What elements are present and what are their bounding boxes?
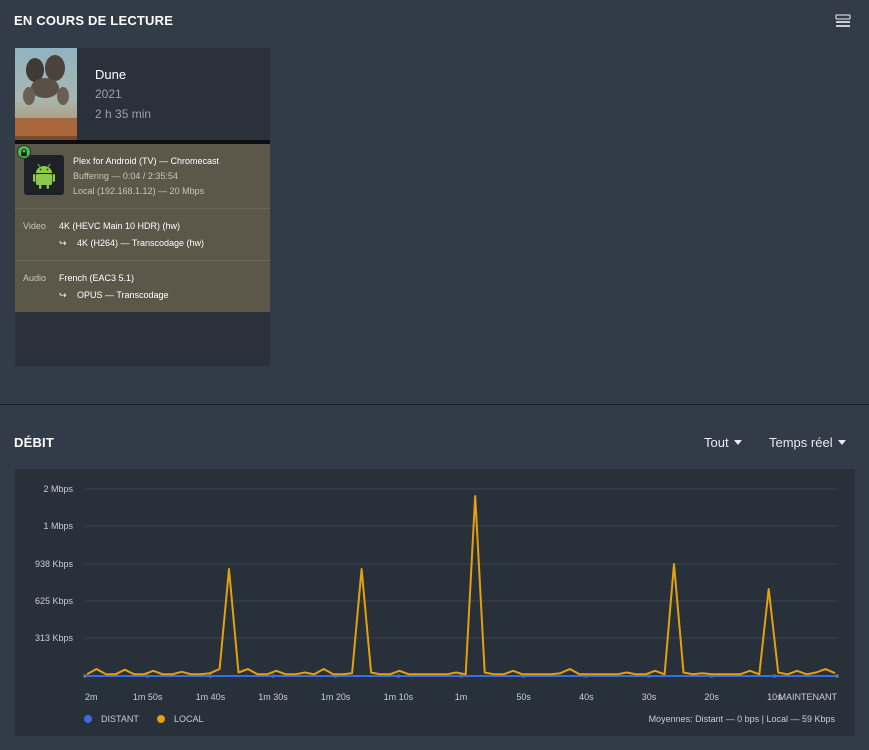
media-info[interactable]: Dune 2021 2 h 35 min: [15, 48, 270, 140]
filter-dropdown-label: Tout: [704, 435, 729, 450]
bandwidth-chart[interactable]: 2 Mbps 1 Mbps 938 Kbps 625 Kbps 313 Kbps 2m 1m…: [15, 469, 855, 736]
x-tick-label: 1m 50s: [133, 692, 163, 702]
x-tick-mark: [835, 674, 839, 678]
player-info: Plex for Android (TV) — Chromecast Buffe…: [15, 144, 270, 208]
android-icon: [24, 155, 64, 195]
x-tick-label: 10s: [767, 692, 782, 702]
movie-poster[interactable]: [15, 48, 77, 140]
list-view-icon[interactable]: [835, 13, 851, 29]
video-target: 4K (H264) — Transcodage (hw): [77, 238, 205, 248]
x-tick-label: MAINTENANT: [779, 692, 838, 702]
range-dropdown-label: Temps réel: [769, 435, 833, 450]
audio-label: Audio: [23, 273, 47, 283]
legend-label-local: LOCAL: [174, 714, 204, 724]
bandwidth-chart-svg: 2 Mbps 1 Mbps 938 Kbps 625 Kbps 313 Kbps 2m 1m…: [35, 484, 839, 724]
x-tick-label: 50s: [516, 692, 531, 702]
series-line-local: [86, 495, 836, 676]
movie-title: Dune: [95, 67, 127, 82]
legend-label-distant: DISTANT: [101, 714, 139, 724]
y-tick-label: 1 Mbps: [43, 521, 73, 531]
player-state: Buffering — 0:04 / 2:35:54: [73, 171, 178, 181]
section-divider: [0, 404, 869, 405]
audio-stream-info: Audio French (EAC3 5.1) ↪ OPUS — Transco…: [15, 260, 270, 312]
video-transcode-arrow: ↪: [59, 238, 67, 248]
y-tick-label: 938 Kbps: [35, 559, 74, 569]
x-tick-label: 1m 10s: [384, 692, 414, 702]
lock-icon: [17, 145, 31, 159]
x-tick-label: 30s: [642, 692, 657, 702]
x-tick-label: 1m 30s: [258, 692, 288, 702]
bandwidth-title: DÉBIT: [14, 435, 54, 450]
audio-source: French (EAC3 5.1): [59, 273, 135, 283]
audio-target: OPUS — Transcodage: [77, 290, 169, 300]
audio-transcode-arrow: ↪: [59, 290, 67, 300]
now-playing-title: EN COURS DE LECTURE: [14, 13, 174, 28]
now-playing-card[interactable]: Dune 2021 2 h 35 min P: [15, 48, 270, 366]
y-tick-label: 2 Mbps: [43, 484, 73, 494]
x-tick-label: 2m: [85, 692, 98, 702]
chevron-down-icon: [733, 440, 742, 445]
x-tick-mark: [83, 674, 87, 678]
player-name: Plex for Android (TV) — Chromecast: [73, 156, 220, 166]
y-tick-label: 625 Kbps: [35, 596, 74, 606]
legend-dot-distant: [84, 715, 92, 723]
x-tick-label: 20s: [704, 692, 719, 702]
video-source: 4K (HEVC Main 10 HDR) (hw): [59, 221, 181, 231]
range-dropdown[interactable]: Temps réel: [769, 435, 846, 450]
movie-year: 2021: [95, 87, 122, 101]
video-label: Video: [23, 221, 46, 231]
x-tick-label: 1m 40s: [196, 692, 226, 702]
chart-averages: Moyennes: Distant — 0 bps | Local — 59 K…: [649, 714, 836, 724]
y-tick-label: 313 Kbps: [35, 633, 74, 643]
playback-progress: [15, 140, 270, 144]
x-tick-label: 40s: [579, 692, 594, 702]
chevron-down-icon: [837, 440, 846, 445]
video-stream-info: Video 4K (HEVC Main 10 HDR) (hw) ↪ 4K (H…: [15, 208, 270, 260]
x-tick-label: 1m: [455, 692, 468, 702]
legend-dot-local: [157, 715, 165, 723]
filter-dropdown[interactable]: Tout: [704, 435, 742, 450]
movie-duration: 2 h 35 min: [95, 107, 152, 121]
player-location: Local (192.168.1.12) — 20 Mbps: [73, 186, 205, 196]
x-tick-label: 1m 20s: [321, 692, 351, 702]
